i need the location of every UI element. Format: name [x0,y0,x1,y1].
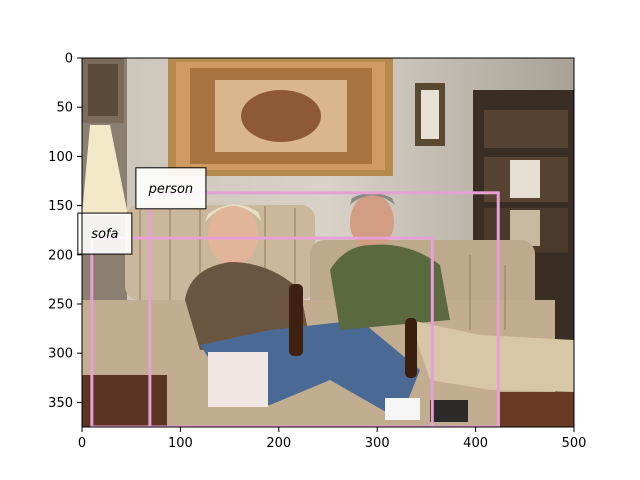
man-head [350,194,394,250]
detection-label-person: person [148,182,194,197]
x-tick-label: 500 [562,436,587,451]
x-tick-label: 100 [168,436,193,451]
axes-frame [81,57,575,428]
detection-box-person [148,191,500,427]
y-tick-label: 250 [48,298,73,313]
y-tick-label: 150 [48,199,73,214]
lamp-shade [82,125,128,215]
x-tick-label: 200 [266,436,291,451]
detection-label-bg [77,212,133,255]
woman-sweater [185,262,310,350]
detection-label-sofa: sofa [91,227,118,242]
x-tick-label: 0 [78,436,86,451]
beer-bottle-left [289,284,303,356]
x-tick-label: 400 [463,436,488,451]
detections [90,191,500,427]
y-tick-label: 50 [56,101,73,116]
y-tick-label: 350 [48,396,73,411]
cushion [208,352,268,407]
woman-head [208,205,258,265]
side-table [82,375,167,427]
man-sweater [330,244,450,330]
detection-box-sofa [90,236,434,427]
x-axis: 0 100 200 300 400 500 [78,427,587,451]
beer-bottle-right [405,318,417,378]
detection-labels: person sofa [77,167,207,255]
y-tick-label: 300 [48,347,73,362]
y-tick-label: 0 [65,52,73,67]
y-tick-label: 200 [48,248,73,263]
y-tick-label: 100 [48,150,73,165]
photo [82,58,574,427]
detection-label-bg [135,167,207,210]
x-tick-label: 300 [365,436,390,451]
y-axis: 0 50 100 150 200 250 300 350 [48,52,82,411]
man-pants [410,320,574,392]
